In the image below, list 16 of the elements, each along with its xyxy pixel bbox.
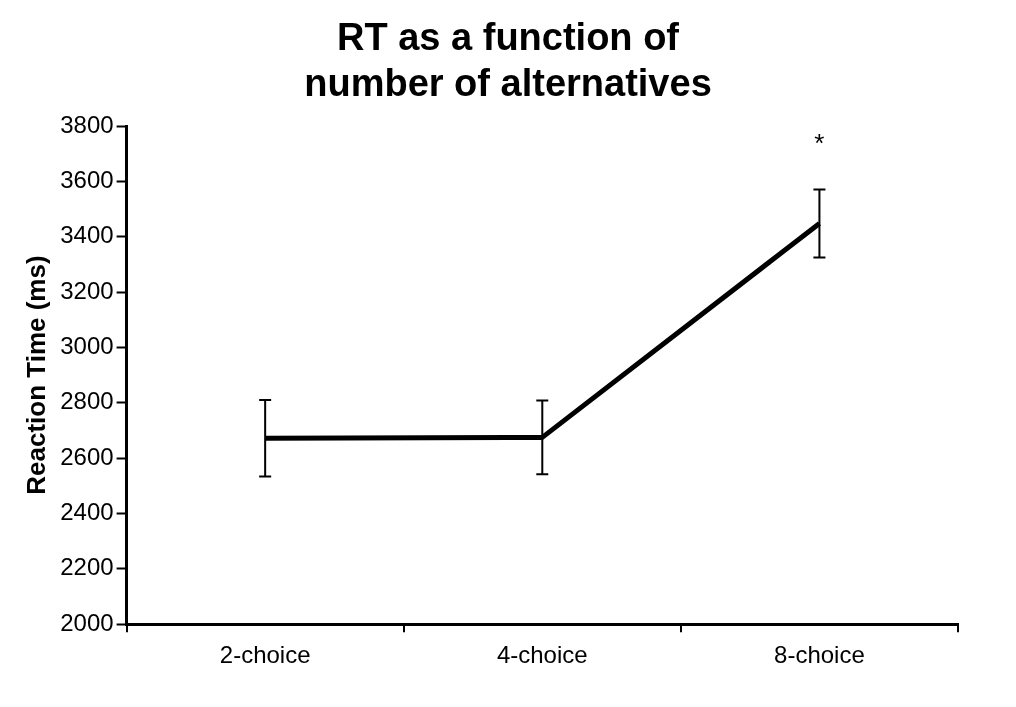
y-tick-label: 2400 (60, 498, 114, 526)
y-tick-label: 3400 (60, 221, 114, 249)
y-tick-label: 3200 (60, 276, 114, 304)
x-tick-label: 8-choice (774, 641, 865, 669)
y-axis-title: Reaction Time (ms) (20, 255, 51, 495)
y-tick-label: 2000 (60, 608, 114, 636)
y-tick-label: 2200 (60, 553, 114, 581)
y-tick-label: 3600 (60, 165, 114, 193)
annotation: * (814, 127, 825, 158)
y-tick-label: 3000 (60, 332, 114, 360)
y-tick-label: 3800 (60, 110, 114, 138)
x-tick-label: 2-choice (219, 641, 311, 669)
y-tick-label: 2800 (60, 387, 114, 415)
x-tick-label: 4-choice (496, 641, 588, 669)
chart-title: RT as a function of number of alternatives (303, 15, 713, 106)
y-tick-label: 2600 (60, 442, 114, 470)
